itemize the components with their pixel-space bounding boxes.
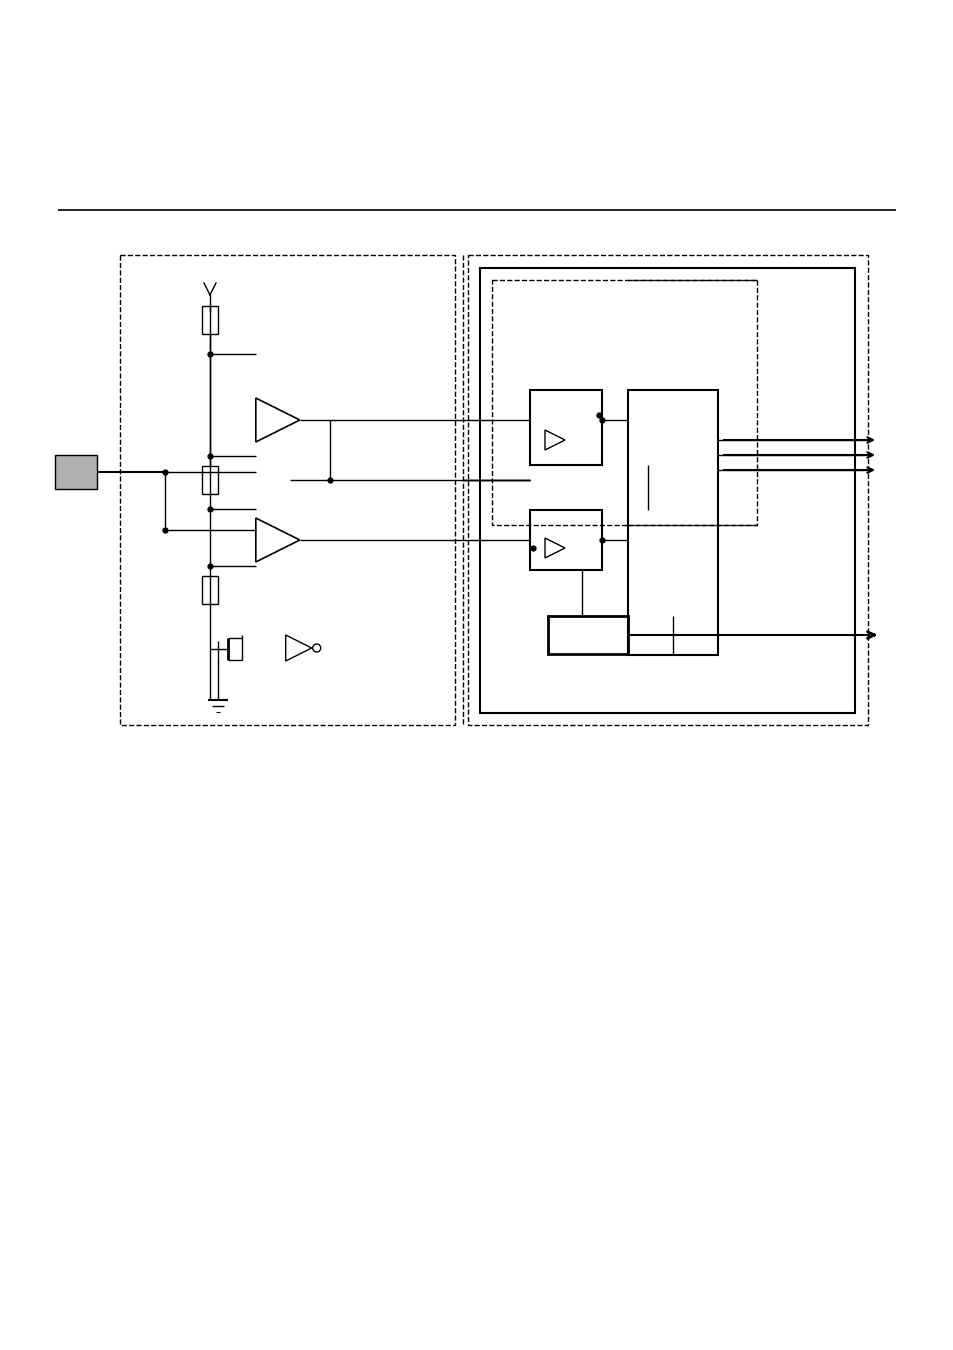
Bar [120, 255, 455, 725]
Bar [55, 455, 97, 489]
Bar [202, 576, 218, 603]
Bar [492, 279, 757, 525]
Bar [479, 269, 854, 713]
Bar [547, 616, 627, 653]
Bar [530, 390, 601, 464]
Bar [202, 466, 218, 494]
Bar [468, 255, 867, 725]
Bar [530, 510, 601, 570]
Bar [627, 390, 718, 655]
Bar [202, 306, 218, 333]
